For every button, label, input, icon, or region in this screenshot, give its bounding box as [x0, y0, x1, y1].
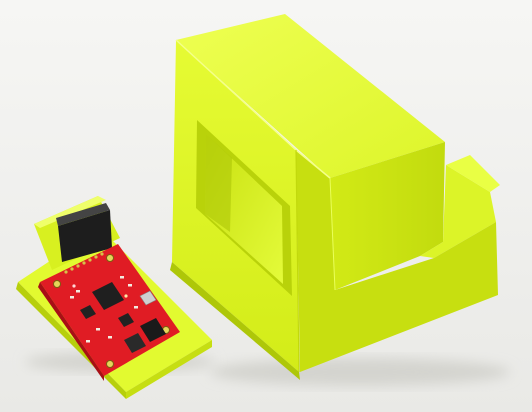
red-pcb [40, 244, 180, 376]
enclosure-base-ledge [170, 262, 300, 380]
led-indicators [72, 284, 128, 298]
header-pin-row [64, 252, 104, 274]
printed-enclosure [170, 14, 500, 380]
enclosure-tall-right-face [330, 142, 445, 290]
power-jack [124, 333, 146, 353]
mounting-hole [106, 360, 114, 368]
header-connector-top [56, 203, 110, 226]
enclosure-step-notch [446, 155, 500, 192]
enclosure-window-inner-shadow [205, 134, 232, 232]
slide-switch [139, 290, 157, 306]
mounting-hole [106, 254, 114, 262]
enclosure-edge-vertical [295, 149, 300, 373]
header-connector [58, 210, 112, 262]
enclosure-shadow [210, 358, 510, 386]
enclosure-step-top [420, 165, 496, 258]
circuit-board-assembly [16, 196, 212, 399]
enclosure-lower-right-face [296, 150, 498, 372]
battery-connector [140, 318, 166, 342]
small-chip [118, 313, 134, 327]
red-pcb-edge [38, 282, 104, 381]
board-support-bracket-top [34, 196, 106, 228]
mounting-hole [53, 280, 61, 288]
smd-components [70, 276, 138, 343]
enclosure-top-face [176, 14, 445, 178]
small-chip [80, 305, 96, 319]
enclosure-edge-step [329, 177, 336, 291]
base-plate-edge-right [126, 340, 212, 399]
microcontroller-chip [92, 282, 124, 310]
